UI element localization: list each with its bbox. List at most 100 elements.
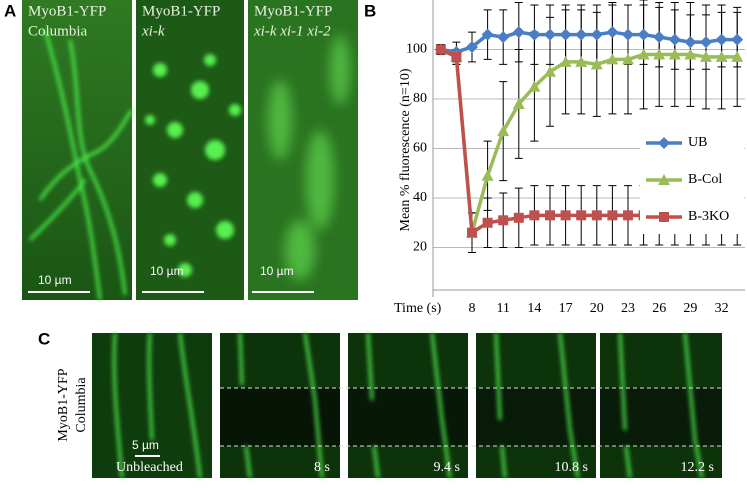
point <box>466 41 478 54</box>
micrograph <box>348 332 468 479</box>
point <box>590 58 603 70</box>
x-tick-label: 14 <box>527 301 541 316</box>
image-subtitle: xi-k xi-1 xi-2 <box>253 23 331 39</box>
y-tick-label: 60 <box>413 141 427 156</box>
panel-label: A <box>4 1 16 20</box>
micrograph <box>600 332 722 479</box>
line-chart: Mean % fluorescence (n=10) Time (s) 20 40… <box>394 0 745 316</box>
point <box>700 36 712 49</box>
y-axis-title: Mean % fluorescence (n=10) <box>398 68 413 231</box>
micrograph <box>476 332 596 479</box>
point <box>498 215 509 226</box>
point <box>545 210 555 221</box>
point <box>435 44 446 55</box>
point <box>482 217 493 228</box>
x-tick-label: 32 <box>715 301 729 316</box>
point <box>481 169 494 181</box>
image-title: MyoB1-YFP <box>142 3 220 19</box>
legend-label: B-3KO <box>688 209 729 224</box>
x-tick-label: 8 <box>469 301 476 316</box>
scale-bar-label: 5 µm <box>132 438 159 452</box>
legend-label: B-Col <box>688 172 722 187</box>
legend-marker <box>658 174 670 185</box>
point <box>451 51 462 62</box>
point <box>623 210 633 221</box>
y-tick-label: 80 <box>413 91 427 106</box>
x-axis-title: Time (s) <box>394 301 442 316</box>
point <box>591 210 602 221</box>
x-tick-label: 29 <box>683 301 697 316</box>
point <box>575 28 588 41</box>
point <box>684 36 697 49</box>
point <box>668 48 681 60</box>
panel-c: C MyoB1-YFP Columbia <box>38 329 722 479</box>
point <box>481 28 494 41</box>
x-tick-label: 23 <box>621 301 635 316</box>
scale-bar-label: 10 µm <box>260 264 294 278</box>
point <box>497 31 510 44</box>
frame-label: 9.4 s <box>434 460 460 475</box>
point <box>559 55 572 67</box>
panel-a: A MyoB1-YFP <box>4 0 358 301</box>
point <box>544 28 556 41</box>
point <box>512 26 525 39</box>
y-tick-label: 100 <box>406 42 427 57</box>
y-tick-label: 20 <box>413 240 427 255</box>
micrograph <box>92 332 212 479</box>
point <box>528 28 541 41</box>
point <box>731 50 744 62</box>
point <box>512 97 525 109</box>
point <box>513 212 524 223</box>
point <box>606 53 619 65</box>
side-label: Columbia <box>74 377 89 433</box>
point <box>576 210 587 221</box>
panel-label: C <box>38 329 50 348</box>
frame-label: 8 s <box>314 460 330 475</box>
point <box>622 53 634 65</box>
point <box>715 33 728 46</box>
image-subtitle: xi-k <box>141 23 165 39</box>
point <box>528 80 541 92</box>
scale-bar-label: 10 µm <box>150 264 184 278</box>
image-title: MyoB1-YFP <box>254 3 332 19</box>
y-tick-label: 40 <box>413 190 427 205</box>
legend-marker <box>658 137 670 149</box>
point <box>715 50 728 62</box>
point <box>497 125 510 137</box>
point <box>529 210 540 221</box>
side-label: MyoB1-YFP <box>56 368 71 441</box>
panel-label: B <box>364 1 376 20</box>
point <box>559 28 572 41</box>
point <box>637 28 650 41</box>
x-tick-label: 11 <box>496 301 509 316</box>
frame-label: 12.2 s <box>681 460 714 475</box>
micrograph <box>220 332 340 479</box>
point <box>544 65 556 77</box>
point <box>606 26 619 39</box>
micrograph <box>248 0 358 300</box>
point <box>622 28 634 41</box>
point <box>653 31 666 44</box>
micrograph <box>22 0 134 301</box>
point <box>575 55 588 67</box>
micrograph <box>136 0 244 300</box>
point <box>607 210 618 221</box>
scale-bar-label: 10 µm <box>38 273 72 287</box>
x-tick-label: 17 <box>559 301 573 316</box>
point <box>731 33 744 46</box>
point <box>653 48 666 60</box>
point <box>700 50 712 62</box>
point <box>637 48 650 60</box>
point <box>467 227 477 238</box>
point <box>590 28 603 41</box>
x-tick-label: 26 <box>652 301 666 316</box>
frame-label: Unbleached <box>116 460 183 475</box>
image-subtitle: Columbia <box>28 23 88 39</box>
point <box>684 48 697 60</box>
point <box>560 210 571 221</box>
image-title: MyoB1-YFP <box>28 3 106 19</box>
x-tick-label: 20 <box>590 301 604 316</box>
legend-label: UB <box>688 135 707 150</box>
